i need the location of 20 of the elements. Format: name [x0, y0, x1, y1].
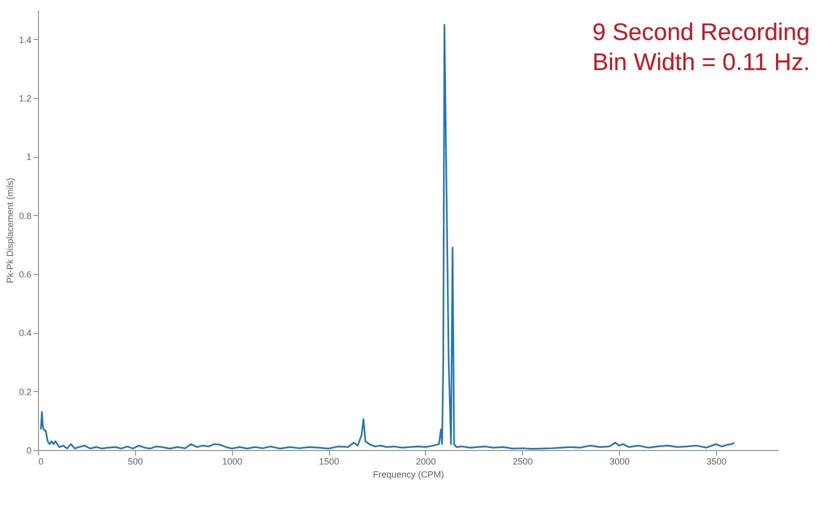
- x-tick-label: 2500: [512, 456, 533, 466]
- annotation: Bin Width = 0.11 Hz.: [592, 48, 810, 78]
- y-tick-label: 0: [26, 446, 32, 456]
- x-tick-label: 3500: [706, 456, 727, 466]
- y-tick-label: 0.6: [18, 270, 32, 280]
- x-tick-label: 2000: [416, 456, 436, 466]
- y-tick-label: 1: [26, 152, 32, 162]
- y-axis-title: Pk-Pk Displacement (mils): [4, 178, 15, 284]
- x-tick-label: 1500: [319, 456, 340, 466]
- annotation: 9 Second Recording: [592, 18, 810, 48]
- y-tick-label: 0.8: [18, 210, 32, 221]
- x-tick-label: 1000: [222, 456, 242, 466]
- x-axis-title: Frequency (CPM): [372, 470, 444, 480]
- y-tick-label: 1.4: [18, 34, 32, 45]
- x-tick-label: 500: [128, 456, 143, 466]
- y-tick-label: 1.2: [18, 94, 32, 104]
- x-tick-label: 3000: [610, 456, 630, 466]
- y-tick-label: 0.2: [18, 386, 32, 397]
- y-tick-label: 0.4: [18, 328, 32, 338]
- x-tick-label: 0: [38, 456, 44, 466]
